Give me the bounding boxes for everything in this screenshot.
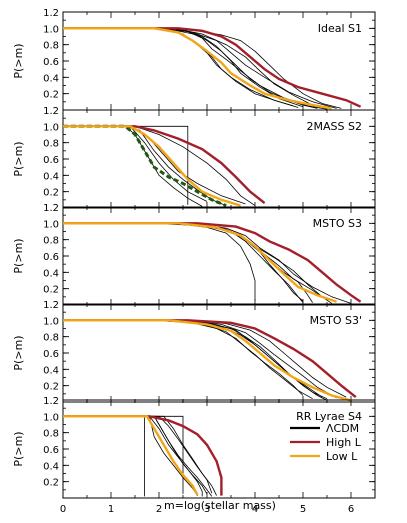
- y-tick-label: 0.2: [43, 382, 59, 393]
- y-tick-label: 0.4: [43, 268, 59, 279]
- x-tick-label: 3: [204, 504, 210, 515]
- legend-label: ΛCDM: [326, 422, 359, 435]
- y-tick-label: 0.2: [43, 188, 59, 199]
- panel-label: Ideal S1: [318, 22, 362, 35]
- lcdm-line: [63, 319, 323, 398]
- y-tick-label: 0.8: [43, 139, 59, 150]
- y-tick-label: 0.2: [43, 285, 59, 296]
- x-tick-label: 5: [300, 504, 306, 515]
- x-tick-label: 6: [348, 504, 354, 515]
- y-tick-label: 1.0: [43, 219, 59, 230]
- panel-1: 0.2 0.4 0.6 0.8 1.0 1.2 P(>m) Ideal S1: [12, 8, 376, 111]
- y-tick-label: 0.8: [43, 236, 59, 247]
- lcdm-line: [63, 222, 333, 304]
- y-tick-label: 1.0: [43, 122, 59, 133]
- lcdm-series-group: [63, 415, 217, 497]
- y-tick-label: 1.2: [43, 396, 59, 407]
- lcdm-line: [63, 319, 328, 401]
- high-l-line: [63, 319, 357, 399]
- high-l-line: [63, 27, 362, 108]
- low-l-line: [63, 415, 199, 496]
- low-l-line: [63, 319, 352, 402]
- lcdm-line: [63, 415, 217, 496]
- x-tick-label: 0: [60, 504, 66, 515]
- x-axis: 0 1 2 3 4 5 6: [60, 504, 354, 515]
- y-axis-label: P(>m): [12, 238, 25, 273]
- y-tick-label: 0.6: [43, 252, 59, 263]
- y-tick-label: 0.8: [43, 429, 59, 440]
- lcdm-line: [63, 27, 337, 109]
- y-tick-label: 0.4: [43, 365, 59, 376]
- legend-label: High L: [326, 436, 362, 449]
- lcdm-line: [63, 125, 208, 202]
- lcdm-line: [63, 415, 213, 497]
- lcdm-line: [63, 125, 246, 205]
- lcdm-line: [63, 125, 189, 205]
- y-tick-label: 1.2: [43, 203, 59, 214]
- y-tick-label: 0.8: [43, 41, 59, 52]
- panel-label: MSTO S3: [313, 217, 362, 230]
- lcdm-line: [63, 319, 328, 400]
- lcdm-series-group: [63, 319, 347, 401]
- x-tick-label: 1: [108, 504, 114, 515]
- low-l-line: [63, 27, 333, 110]
- lcdm-line: [63, 415, 203, 497]
- lcdm-line: [63, 125, 256, 206]
- lcdm-line: [63, 415, 146, 497]
- y-tick-label: 0.4: [43, 171, 59, 182]
- y-tick-label: 0.8: [43, 333, 59, 344]
- lcdm-line: [63, 319, 337, 399]
- panel-label: 2MASS S2: [307, 120, 362, 133]
- y-tick-label: 0.6: [43, 445, 59, 456]
- panel-4: 0.2 0.4 0.6 0.8 1.0 1.2 P(>m) MSTO S3': [12, 300, 376, 403]
- y-tick-label: 0.2: [43, 90, 59, 101]
- y-tick-label: 0.6: [43, 57, 59, 68]
- lcdm-line: [63, 125, 227, 206]
- lcdm-line: [63, 222, 328, 301]
- y-axis-label: P(>m): [12, 335, 25, 370]
- high-l-line: [63, 415, 223, 496]
- y-tick-label: 1.2: [43, 106, 59, 117]
- y-tick-label: 0.4: [43, 73, 59, 84]
- panel-label: RR Lyrae S4: [296, 410, 362, 423]
- high-l-line: [63, 125, 266, 205]
- dashed-green-line: [63, 124, 227, 207]
- low-l-line: [63, 125, 241, 207]
- panel-label: MSTO S3': [310, 314, 362, 327]
- y-tick-label: 1.0: [43, 24, 59, 35]
- panel-5: 0.2 0.4 0.6 0.8 1.0 1.2 P(>m) RR Lyrae S4: [12, 396, 376, 499]
- y-tick-label: 1.0: [43, 316, 59, 327]
- legend-label: Low L: [326, 450, 358, 463]
- lcdm-line: [63, 222, 304, 302]
- y-tick-label: 0.2: [43, 478, 59, 489]
- panel-3: 0.2 0.4 0.6 0.8 1.0 1.2 P(>m) MSTO S3: [12, 203, 376, 306]
- panels-group: 0.2 0.4 0.6 0.8 1.0 1.2 P(>m) Ideal S1 0.2 0.4 0.6…: [12, 8, 376, 499]
- y-tick-label: 0.4: [43, 461, 59, 472]
- y-tick-label: 0.6: [43, 349, 59, 360]
- high-l-line: [63, 222, 362, 303]
- low-l-line: [63, 222, 337, 303]
- lcdm-line: [63, 27, 313, 106]
- y-axis-label: P(>m): [12, 141, 25, 176]
- y-tick-label: 1.0: [43, 412, 59, 423]
- lcdm-line: [63, 319, 313, 400]
- lcdm-line: [63, 222, 304, 303]
- x-tick-label: 2: [156, 504, 162, 515]
- lcdm-line: [63, 125, 203, 207]
- y-tick-label: 1.2: [43, 8, 59, 19]
- panel-2: 0.2 0.4 0.6 0.8 1.0 1.2 P(>m) 2MASS S2: [12, 106, 376, 209]
- y-tick-label: 0.6: [43, 155, 59, 166]
- lcdm-line: [63, 222, 256, 301]
- lcdm-line: [63, 27, 294, 107]
- lcdm-line: [63, 27, 328, 110]
- y-axis-label: P(>m): [12, 43, 25, 78]
- lcdm-series-group: [63, 27, 342, 110]
- x-axis-label: m=log(stellar mass): [164, 499, 276, 512]
- x-tick-label: 4: [252, 504, 258, 515]
- y-tick-label: 1.2: [43, 300, 59, 311]
- y-axis-label: P(>m): [12, 431, 25, 466]
